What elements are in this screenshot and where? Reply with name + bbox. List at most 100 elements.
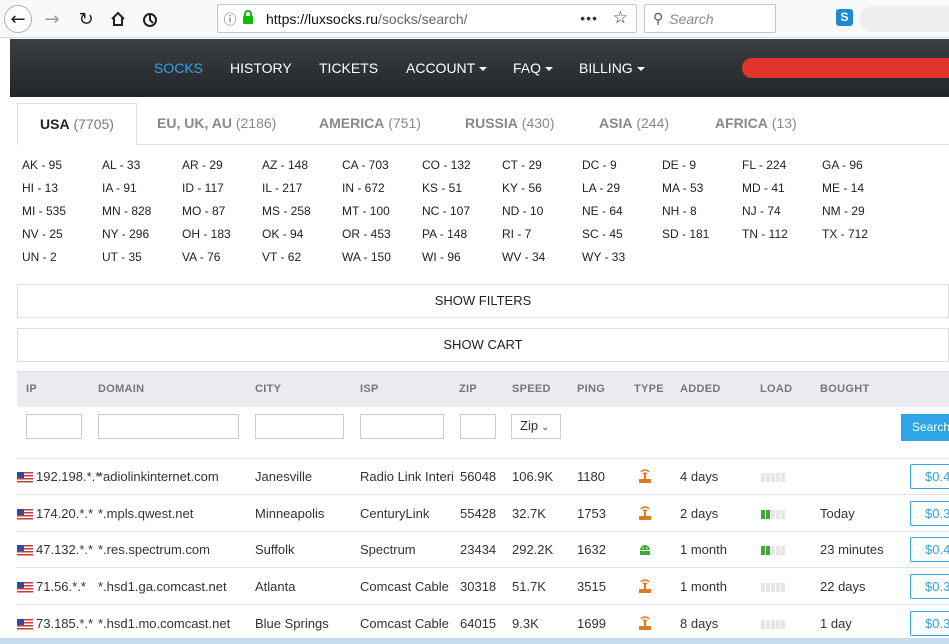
state-link[interactable]: MA - 53 [662,181,704,195]
state-link[interactable]: CA - 703 [342,158,389,172]
state-link[interactable]: TX - 712 [822,227,869,241]
state-link[interactable]: NC - 107 [422,204,471,218]
state-link[interactable]: SC - 45 [582,227,623,241]
state-link[interactable]: DE - 9 [662,158,697,172]
state-link[interactable]: UN - 2 [22,250,57,264]
col-load[interactable]: LOAD [760,383,793,395]
state-link[interactable]: WI - 96 [422,250,461,264]
url-bar[interactable]: ⓘ https://luxsocks.ru/socks/search/ ••• … [217,4,637,33]
state-link[interactable]: UT - 35 [102,250,142,264]
state-link[interactable]: MD - 41 [742,181,785,195]
ip-filter-input[interactable] [26,414,82,439]
state-link[interactable]: KY - 56 [502,181,542,195]
zip-filter-input[interactable] [460,414,496,439]
nav-billing[interactable]: BILLING [579,60,645,76]
browser-search-input[interactable]: ⚲ Search [644,4,776,33]
nav-socks[interactable]: SOCKS [154,60,204,76]
back-arrow-icon[interactable]: ← [4,5,32,33]
extension-icon[interactable] [136,5,164,33]
state-link[interactable]: AZ - 148 [262,158,309,172]
col-speed[interactable]: SPEED [512,383,551,395]
col-ping[interactable]: PING [577,383,606,395]
nav-history[interactable]: HISTORY [230,60,292,76]
col-domain[interactable]: DOMAIN [98,383,145,395]
buy-price-button[interactable]: $0.3 [910,610,949,636]
show-filters-button[interactable]: SHOW FILTERS [17,284,949,318]
col-bought[interactable]: BOUGHT [820,383,870,395]
domain-filter-input[interactable] [98,414,239,439]
col-ip[interactable]: IP [26,383,37,395]
state-link[interactable]: ME - 14 [822,181,865,195]
buy-price-button[interactable]: $0.3 [910,500,949,526]
info-icon[interactable]: ⓘ [223,13,237,28]
tab-eu-uk-au[interactable]: EU, UK, AU (2186) [135,103,298,145]
state-link[interactable]: ND - 10 [502,204,544,218]
tab-russia[interactable]: RUSSIA (430) [443,103,576,145]
city-filter-input[interactable] [255,414,344,439]
state-link[interactable]: MO - 87 [182,204,226,218]
state-link[interactable]: HI - 13 [22,181,59,195]
state-link[interactable]: MN - 828 [102,204,152,218]
state-link[interactable]: RI - 7 [502,227,532,241]
state-link[interactable]: IN - 672 [342,181,385,195]
nav-account[interactable]: ACCOUNT [406,60,488,76]
reload-icon[interactable]: ↻ [78,8,94,30]
buy-price-button[interactable]: $0.4 [910,464,949,489]
state-link[interactable]: MS - 258 [262,204,311,218]
state-link[interactable]: IL - 217 [262,181,303,195]
speed-select[interactable]: Zip ⌄ [511,414,561,439]
state-link[interactable]: AL - 33 [102,158,141,172]
state-link[interactable]: MT - 100 [342,204,390,218]
tab-usa[interactable]: USA (7705) [17,103,137,145]
state-link[interactable]: PA - 148 [422,227,468,241]
tab-africa[interactable]: AFRICA (13) [693,103,819,145]
state-link[interactable]: NE - 64 [582,204,623,218]
state-link[interactable]: NJ - 74 [742,204,781,218]
state-link[interactable]: OK - 94 [262,227,304,241]
state-link[interactable]: CO - 132 [422,158,471,172]
nav-tickets[interactable]: TICKETS [319,60,379,76]
home-icon[interactable] [104,5,132,33]
col-added[interactable]: ADDED [680,383,721,395]
state-link[interactable]: WV - 34 [502,250,546,264]
state-link[interactable]: CT - 29 [502,158,542,172]
tab-asia[interactable]: ASIA (244) [577,103,691,145]
tab-america[interactable]: AMERICA (751) [297,103,443,145]
state-link[interactable]: SD - 181 [662,227,710,241]
isp-filter-input[interactable] [360,414,444,439]
state-link[interactable]: AR - 29 [182,158,223,172]
state-link[interactable]: ID - 117 [182,181,224,195]
buy-price-button[interactable]: $0.3 [910,574,949,600]
search-button[interactable]: Search [901,414,949,441]
forward-arrow-icon[interactable]: → [44,8,60,30]
state-link[interactable]: GA - 96 [822,158,863,172]
show-cart-button[interactable]: SHOW CART [17,328,949,362]
buy-price-button[interactable]: $0.4 [910,537,949,563]
nav-faq[interactable]: FAQ [513,60,554,76]
state-link[interactable]: VA - 76 [182,250,221,264]
state-link[interactable]: DC - 9 [582,158,617,172]
state-link[interactable]: WY - 33 [582,250,626,264]
state-link[interactable]: VT - 62 [262,250,302,264]
col-zip[interactable]: ZIP [459,383,478,395]
col-type[interactable]: TYPE [634,383,664,395]
state-link[interactable]: NH - 8 [662,204,697,218]
state-link[interactable]: WA - 150 [342,250,391,264]
col-city[interactable]: CITY [255,383,282,395]
state-link[interactable]: NV - 25 [22,227,63,241]
state-link[interactable]: OR - 453 [342,227,391,241]
state-link[interactable]: TN - 112 [742,227,788,241]
state-link[interactable]: AK - 95 [22,158,63,172]
state-link[interactable]: FL - 224 [742,158,787,172]
state-link[interactable]: NY - 296 [102,227,150,241]
state-link[interactable]: LA - 29 [582,181,621,195]
star-icon[interactable]: ☆ [612,8,628,28]
skype-icon[interactable]: S [836,9,853,26]
state-link[interactable]: MI - 535 [22,204,67,218]
state-link[interactable]: NM - 29 [822,204,865,218]
state-link[interactable]: IA - 91 [102,181,137,195]
state-link[interactable]: OH - 183 [182,227,231,241]
more-icon[interactable]: ••• [580,10,598,26]
state-link[interactable]: KS - 51 [422,181,463,195]
col-isp[interactable]: ISP [360,383,379,395]
